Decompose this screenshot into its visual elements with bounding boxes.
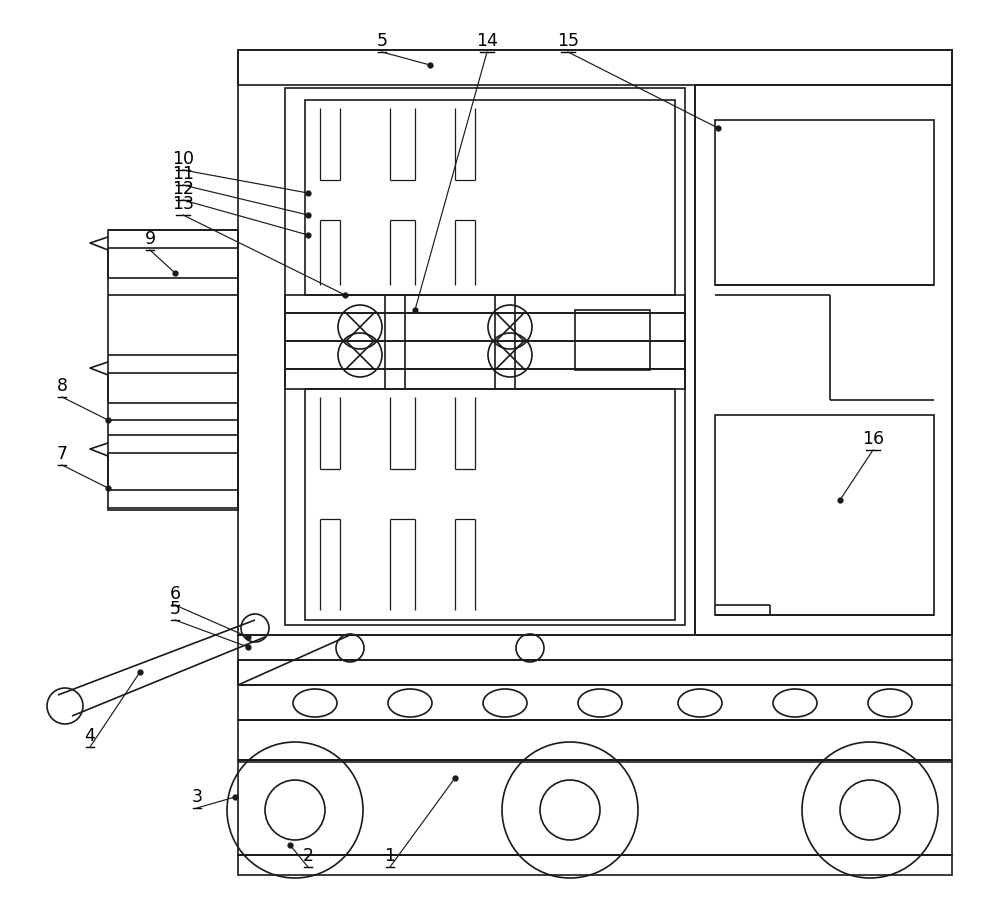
Text: 5: 5	[376, 32, 388, 50]
Text: 14: 14	[476, 32, 498, 50]
Text: 12: 12	[172, 180, 194, 198]
Text: 9: 9	[144, 230, 156, 248]
Bar	[285, 313, 685, 341]
Text: 5: 5	[170, 600, 180, 618]
Bar	[695, 85, 952, 635]
Text: 2: 2	[302, 847, 314, 865]
Bar	[305, 389, 675, 620]
Text: 10: 10	[172, 150, 194, 168]
Bar	[285, 295, 685, 313]
Bar	[285, 88, 685, 625]
Bar	[575, 310, 650, 370]
Text: 1: 1	[384, 847, 396, 865]
Bar	[238, 635, 952, 660]
Bar	[715, 415, 934, 615]
Text: 13: 13	[172, 195, 194, 213]
Text: 6: 6	[169, 585, 181, 603]
Bar	[285, 341, 685, 369]
Bar	[238, 685, 952, 720]
Bar	[238, 50, 952, 635]
Text: 4: 4	[85, 727, 95, 745]
Bar	[238, 760, 952, 855]
Text: 15: 15	[557, 32, 579, 50]
Bar	[238, 50, 952, 85]
Bar	[285, 369, 685, 389]
Bar	[715, 120, 934, 285]
Text: 8: 8	[56, 377, 68, 395]
Text: 16: 16	[862, 430, 884, 448]
Bar	[305, 100, 675, 295]
Text: 11: 11	[172, 165, 194, 183]
Text: 7: 7	[56, 445, 68, 463]
Bar	[108, 230, 238, 510]
Bar	[238, 660, 952, 685]
Bar	[238, 720, 952, 760]
Text: 3: 3	[192, 788, 202, 806]
Bar	[238, 855, 952, 875]
